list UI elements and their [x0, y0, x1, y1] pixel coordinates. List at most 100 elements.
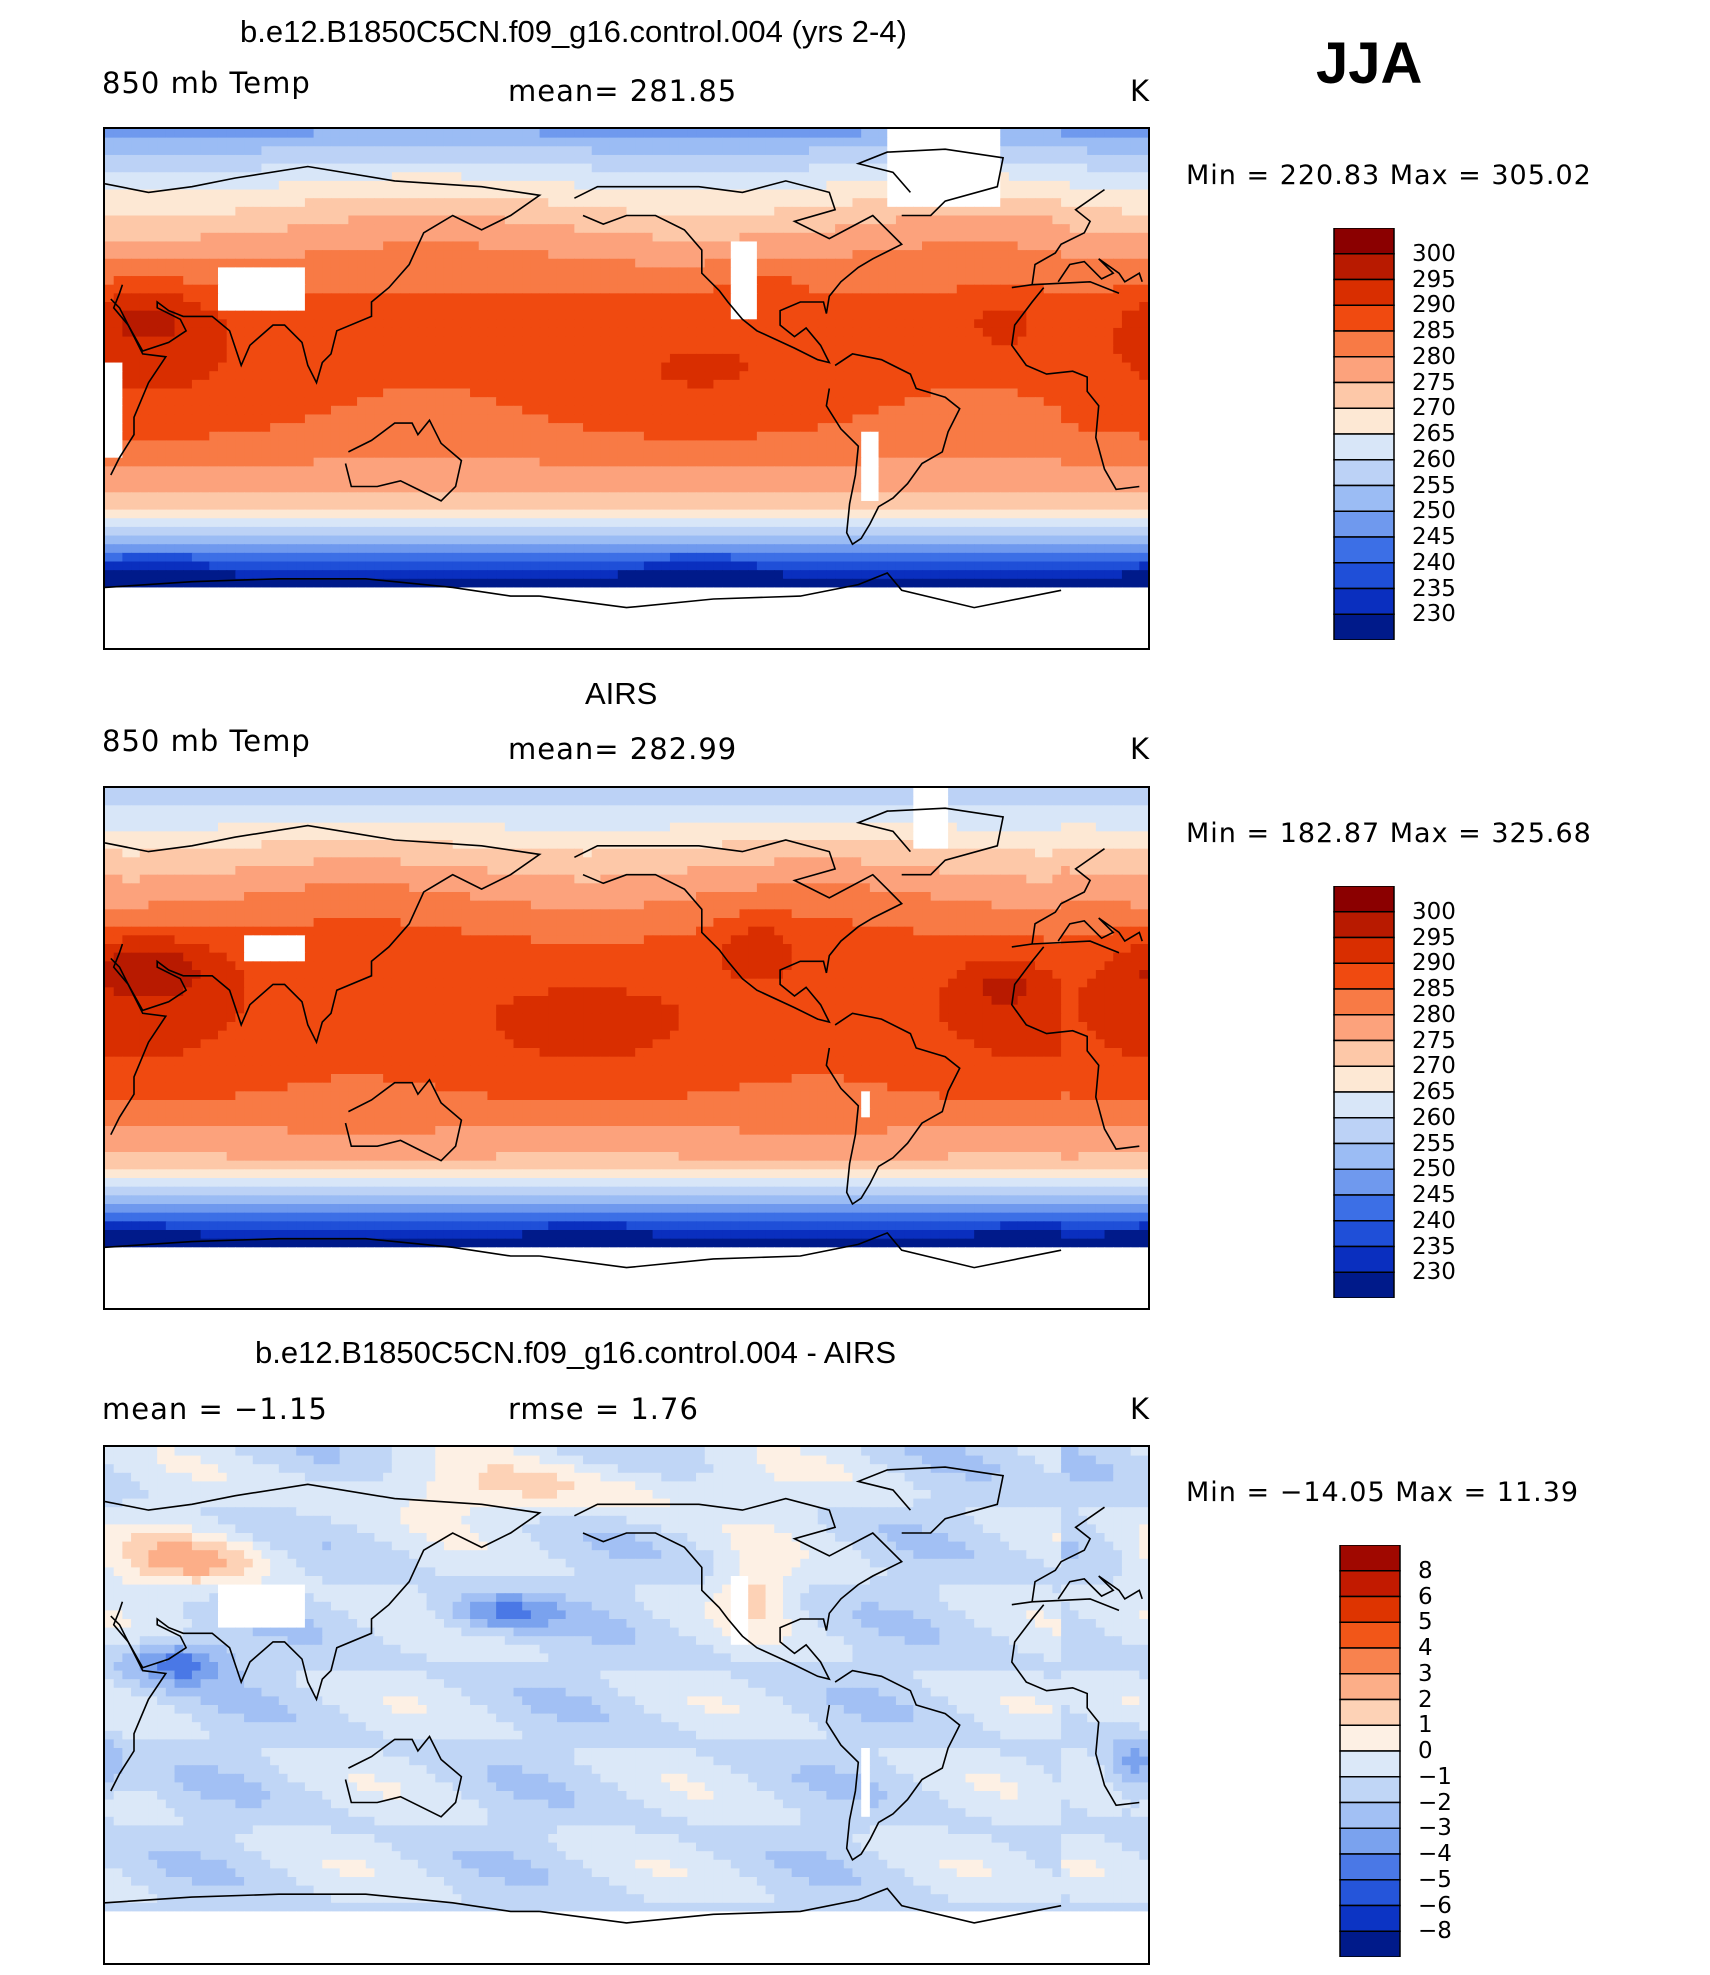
colorbar-swatch: [1333, 407, 1395, 435]
colorbar-swatch: [1339, 1801, 1401, 1829]
colorbar-tick-label: −3: [1418, 1815, 1452, 1841]
colorbar-tick-label: 295: [1412, 925, 1456, 951]
colorbar-swatch: [1333, 1065, 1395, 1093]
colorbar-tick-label: 280: [1412, 1002, 1456, 1028]
panel-2-colorbar-labels: 300 295 290 285 280 275 270 265 260 255 250 245 240 2…: [1412, 886, 1492, 1298]
colorbar-swatch: [1333, 1117, 1395, 1145]
season-label: JJA: [1316, 30, 1422, 97]
colorbar-swatch: [1333, 1014, 1395, 1042]
colorbar-swatch: [1339, 1776, 1401, 1804]
colorbar-tick-label: 3: [1418, 1661, 1433, 1687]
colorbar-tick-label: 290: [1412, 292, 1456, 318]
colorbar-swatch: [1339, 1621, 1401, 1649]
colorbar-swatch: [1333, 1142, 1395, 1170]
colorbar-tick-label: 245: [1412, 524, 1456, 550]
colorbar-swatch: [1333, 304, 1395, 332]
panel-1-variable-label: 850 mb Temp: [102, 66, 311, 100]
colorbar-swatch: [1333, 911, 1395, 939]
panel-1-title: b.e12.B1850C5CN.f09_g16.control.004 (yrs…: [240, 14, 907, 50]
colorbar-swatch: [1339, 1853, 1401, 1881]
colorbar-swatch: [1333, 330, 1395, 358]
colorbar-tick-label: 300: [1412, 241, 1456, 267]
colorbar-tick-label: 275: [1412, 370, 1456, 396]
panel-3-map: [103, 1445, 1150, 1965]
colorbar-swatch: [1333, 613, 1395, 641]
panel-1-mean-label: mean= 281.85: [508, 74, 737, 108]
colorbar-swatch: [1333, 433, 1395, 461]
colorbar-tick-label: −1: [1418, 1764, 1452, 1790]
colorbar-tick-label: 235: [1412, 1234, 1456, 1260]
colorbar-tick-label: 260: [1412, 1105, 1456, 1131]
panel-2-colorbar: [1333, 885, 1395, 1299]
panel-2-mean-label: mean= 282.99: [508, 732, 737, 766]
colorbar-tick-label: 8: [1418, 1558, 1433, 1584]
colorbar-tick-label: 275: [1412, 1028, 1456, 1054]
colorbar-swatch: [1333, 381, 1395, 409]
colorbar-tick-label: 240: [1412, 1208, 1456, 1234]
colorbar-swatch: [1339, 1647, 1401, 1675]
colorbar-tick-label: 290: [1412, 950, 1456, 976]
coastlines: [105, 1466, 1143, 1924]
panel-3-colorbar-labels: 8 6 5 4 3 2 1 0 −1 −2 −3 −4 −5 −6 −8: [1418, 1545, 1498, 1957]
panel-1-colorbar: [1333, 227, 1395, 641]
colorbar-tick-label: 265: [1412, 1079, 1456, 1105]
panel-2-title: AIRS: [585, 676, 657, 712]
coastlines: [105, 148, 1143, 609]
colorbar-tick-label: 285: [1412, 976, 1456, 1002]
panel-1-minmax: Min = 220.83 Max = 305.02: [1186, 160, 1592, 191]
colorbar-tick-label: 300: [1412, 899, 1456, 925]
colorbar-swatch: [1339, 1879, 1401, 1907]
colorbar-swatch: [1333, 1194, 1395, 1222]
colorbar-swatch: [1339, 1904, 1401, 1932]
colorbar-swatch: [1333, 1091, 1395, 1119]
panel-1-map: [103, 127, 1150, 650]
panel-2-map: [103, 786, 1150, 1310]
colorbar-swatch: [1339, 1750, 1401, 1778]
colorbar-swatch: [1333, 1168, 1395, 1196]
colorbar-tick-label: 255: [1412, 1131, 1456, 1157]
colorbar-tick-label: −8: [1418, 1918, 1452, 1944]
colorbar-tick-label: 285: [1412, 318, 1456, 344]
colorbar-tick-label: 270: [1412, 395, 1456, 421]
colorbar-swatch: [1333, 278, 1395, 306]
panel-2-units: K: [1130, 732, 1150, 766]
field-cells: [105, 129, 1148, 648]
colorbar-tick-label: 6: [1418, 1584, 1433, 1610]
colorbar-tick-label: 1: [1418, 1712, 1433, 1738]
colorbar-swatch: [1333, 356, 1395, 384]
colorbar-swatch: [1333, 1245, 1395, 1273]
colorbar-swatch: [1339, 1698, 1401, 1726]
panel-3-title: b.e12.B1850C5CN.f09_g16.control.004 - AI…: [255, 1335, 896, 1371]
colorbar-tick-label: 270: [1412, 1053, 1456, 1079]
colorbar-swatch: [1339, 1827, 1401, 1855]
coastlines: [105, 807, 1143, 1269]
colorbar-swatch: [1333, 227, 1395, 255]
colorbar-tick-label: 255: [1412, 473, 1456, 499]
colorbar-swatch: [1333, 253, 1395, 281]
colorbar-swatch: [1339, 1544, 1401, 1572]
colorbar-tick-label: 250: [1412, 498, 1456, 524]
colorbar-swatch: [1339, 1673, 1401, 1701]
colorbar-tick-label: 280: [1412, 344, 1456, 370]
colorbar-tick-label: 250: [1412, 1156, 1456, 1182]
colorbar-swatch: [1339, 1570, 1401, 1598]
colorbar-tick-label: 240: [1412, 550, 1456, 576]
colorbar-tick-label: 0: [1418, 1738, 1433, 1764]
colorbar-swatch: [1333, 988, 1395, 1016]
colorbar-swatch: [1339, 1595, 1401, 1623]
colorbar-tick-label: 245: [1412, 1182, 1456, 1208]
colorbar-swatch: [1333, 885, 1395, 913]
panel-3-minmax: Min = −14.05 Max = 11.39: [1186, 1477, 1579, 1508]
colorbar-swatch: [1333, 459, 1395, 487]
panel-3-colorbar: [1339, 1544, 1401, 1958]
colorbar-tick-label: 5: [1418, 1609, 1433, 1635]
colorbar-tick-label: 265: [1412, 421, 1456, 447]
panel-2-minmax: Min = 182.87 Max = 325.68: [1186, 818, 1592, 849]
colorbar-swatch: [1333, 962, 1395, 990]
colorbar-tick-label: −5: [1418, 1867, 1452, 1893]
colorbar-tick-label: −6: [1418, 1893, 1452, 1919]
panel-3-rmse-label: rmse = 1.76: [508, 1392, 699, 1426]
colorbar-swatch: [1333, 936, 1395, 964]
colorbar-tick-label: −4: [1418, 1841, 1452, 1867]
panel-3-units: K: [1130, 1392, 1150, 1426]
